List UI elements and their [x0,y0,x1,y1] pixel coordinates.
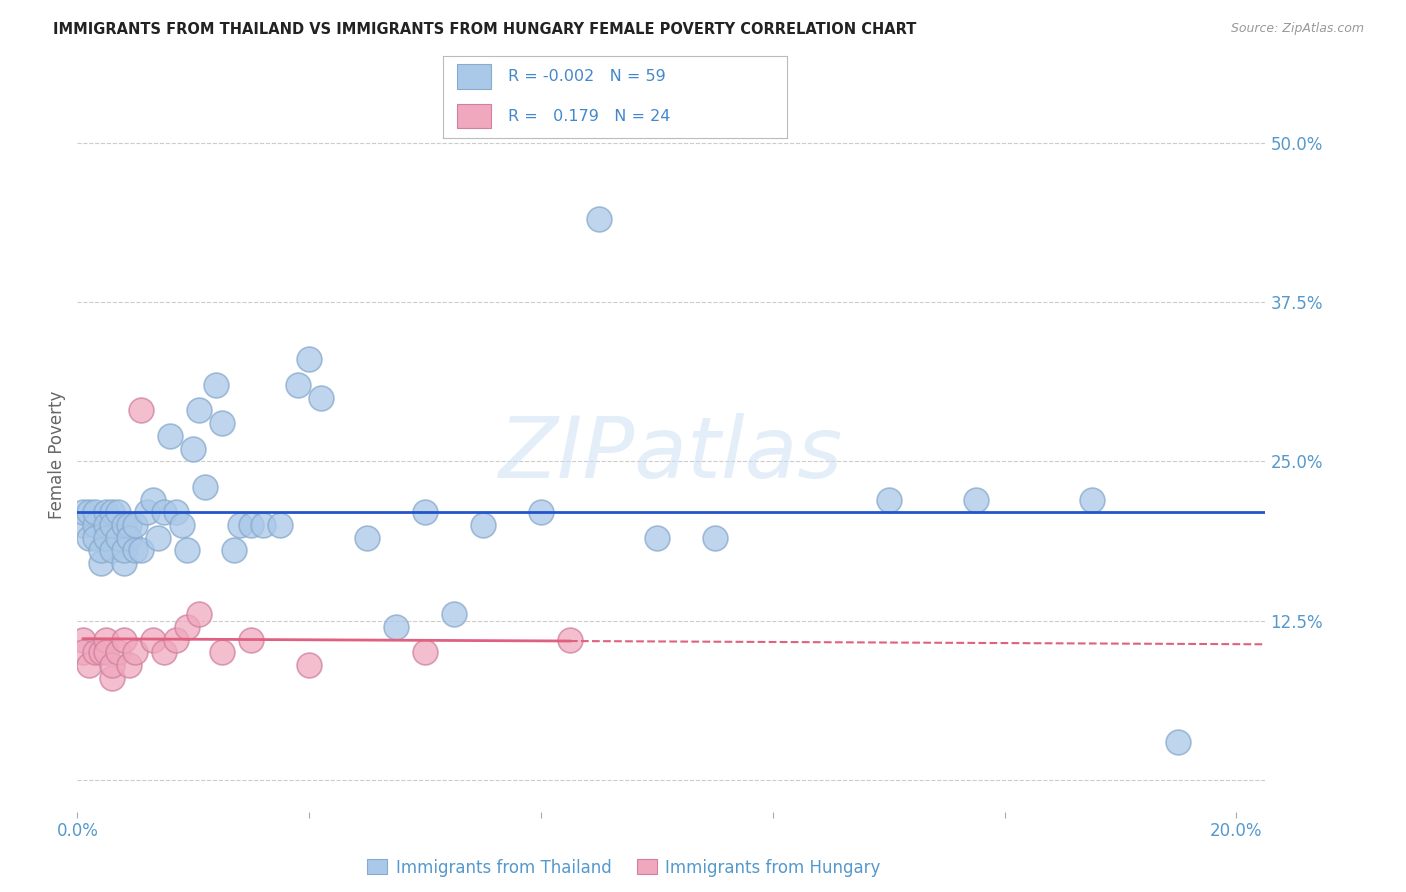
Point [89,645,111,659]
Point [530,505,553,519]
Point [170,518,193,533]
Point [101,671,124,685]
Point [211,645,233,659]
Point [188,607,211,622]
Point [298,352,321,367]
Point [101,543,124,558]
Point [965,492,987,507]
Point [240,632,263,647]
Point [107,531,129,545]
Point [124,518,146,533]
Point [96,531,118,545]
Point [118,531,141,545]
Point [269,518,291,533]
Point [83,518,105,533]
FancyBboxPatch shape [457,103,491,128]
Text: Source: ZipAtlas.com: Source: ZipAtlas.com [1230,22,1364,36]
Point [181,442,204,456]
Point [413,505,436,519]
Point [107,645,129,659]
Point [101,505,124,519]
Point [89,556,111,570]
Point [83,645,105,659]
Point [112,556,135,570]
Point [211,416,233,430]
Point [89,543,111,558]
Point [124,645,146,659]
Point [112,632,135,647]
Text: R = -0.002   N = 59: R = -0.002 N = 59 [509,70,666,84]
Point [385,620,408,634]
Point [159,429,181,443]
Point [112,543,135,558]
Point [298,658,321,673]
Point [877,492,900,507]
Point [153,505,176,519]
Point [77,531,100,545]
Point [176,620,198,634]
Point [240,518,263,533]
Point [96,632,118,647]
Point [83,531,105,545]
Point [222,543,245,558]
Text: R =   0.179   N = 24: R = 0.179 N = 24 [509,109,671,124]
Point [72,518,94,533]
Point [153,645,176,659]
Point [72,505,94,519]
Point [228,518,250,533]
Text: ZIPatlas: ZIPatlas [499,413,844,497]
Point [194,480,217,494]
Point [129,403,152,417]
Text: IMMIGRANTS FROM THAILAND VS IMMIGRANTS FROM HUNGARY FEMALE POVERTY CORRELATION C: IMMIGRANTS FROM THAILAND VS IMMIGRANTS F… [53,22,917,37]
Point [176,543,198,558]
Point [129,543,152,558]
Point [118,518,141,533]
Point [1080,492,1102,507]
Point [96,518,118,533]
Point [135,505,157,519]
Point [472,518,495,533]
Point [588,212,610,227]
Point [1167,734,1189,748]
Point [118,658,141,673]
Point [703,531,725,545]
Point [645,531,668,545]
Point [112,518,135,533]
Point [96,505,118,519]
Point [142,632,165,647]
Point [165,632,187,647]
Point [443,607,465,622]
Point [124,543,146,558]
Point [309,391,332,405]
Y-axis label: Female Poverty: Female Poverty [48,391,66,519]
Point [188,403,211,417]
Point [356,531,378,545]
Point [77,505,100,519]
FancyBboxPatch shape [457,64,491,89]
Point [77,658,100,673]
Point [205,377,228,392]
Legend: Immigrants from Thailand, Immigrants from Hungary: Immigrants from Thailand, Immigrants fro… [361,852,887,883]
Point [107,505,129,519]
Point [287,377,309,392]
Point [101,658,124,673]
Point [413,645,436,659]
Point [72,645,94,659]
Point [83,505,105,519]
Point [252,518,274,533]
Point [101,518,124,533]
Point [72,632,94,647]
Point [142,492,165,507]
Point [148,531,170,545]
Point [558,632,581,647]
Point [96,645,118,659]
Point [165,505,187,519]
